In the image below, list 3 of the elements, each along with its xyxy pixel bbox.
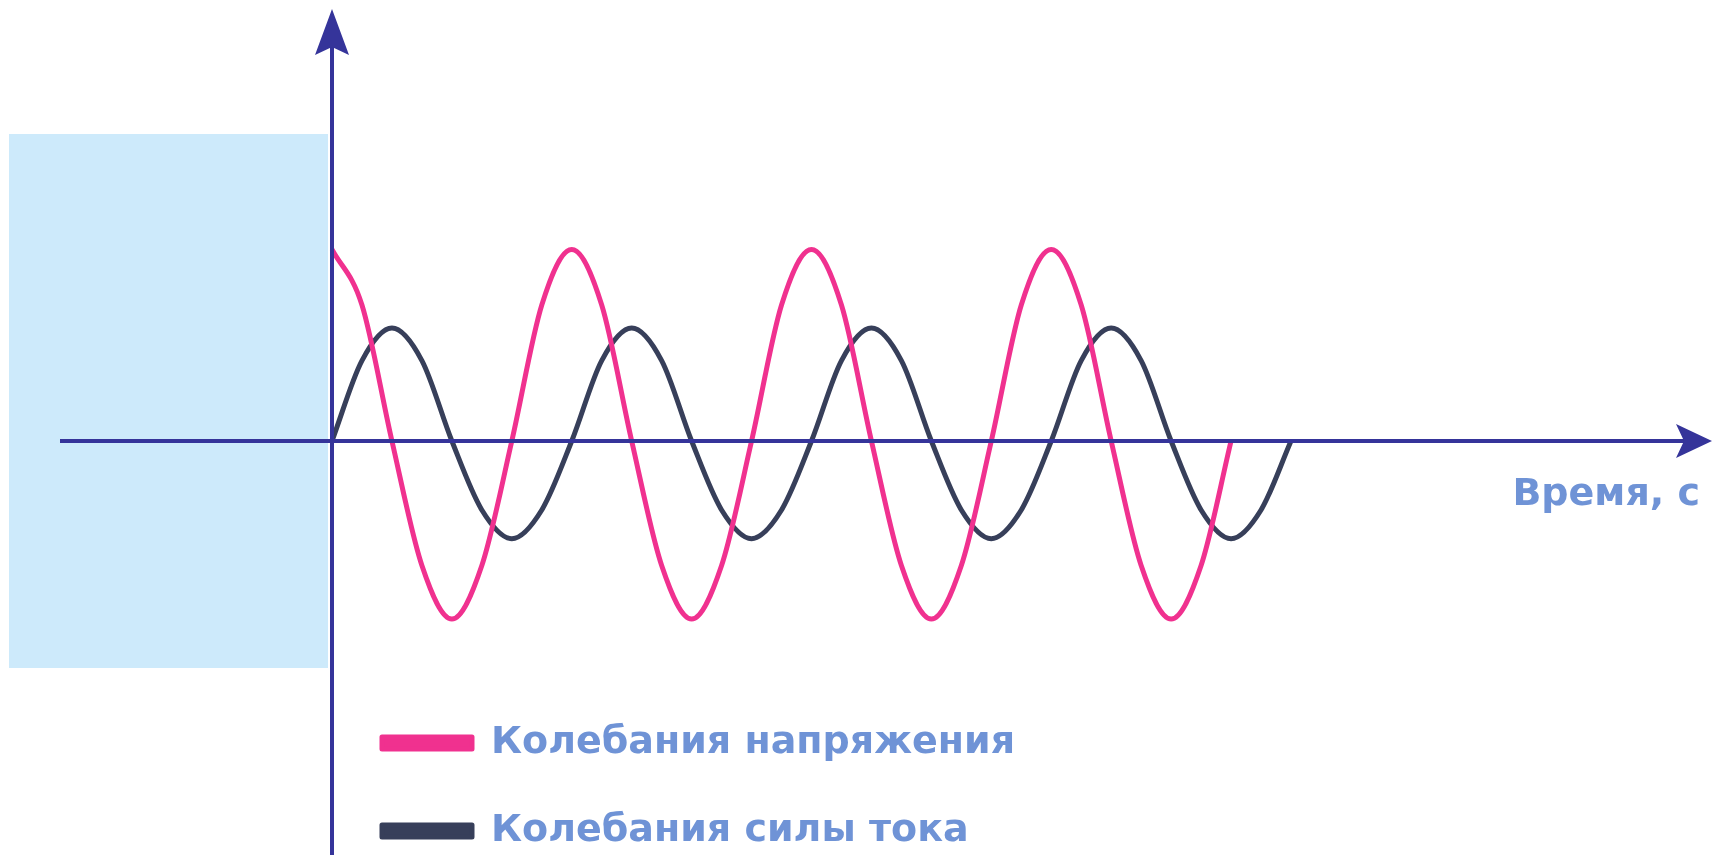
text: Время, с xyxy=(1512,470,1700,514)
legend-label: Колебания напряжения xyxy=(491,717,1016,762)
legend-label: Колебания силы тока xyxy=(491,805,969,850)
